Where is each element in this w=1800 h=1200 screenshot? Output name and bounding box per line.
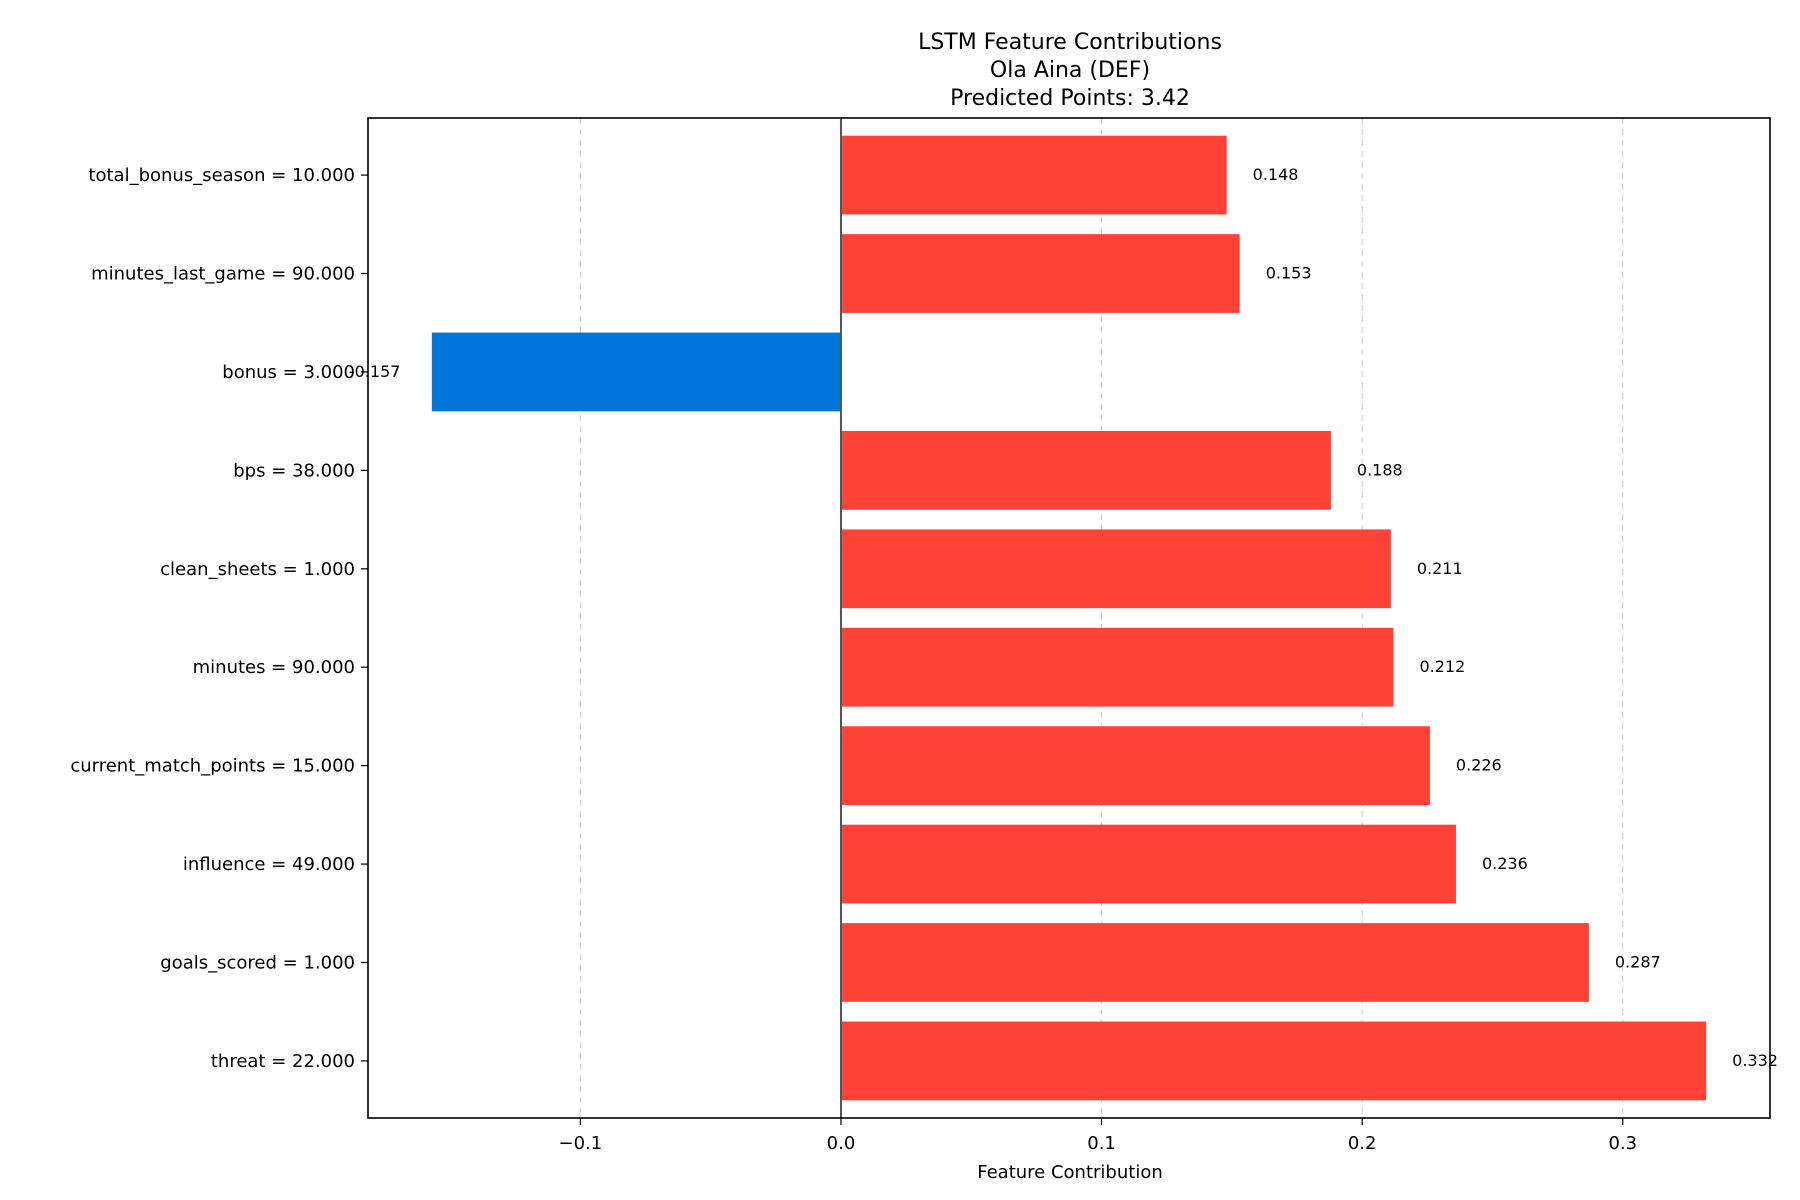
data-label: 0.148 — [1253, 165, 1299, 184]
category-label: bps = 38.000 — [233, 460, 355, 481]
data-label: 0.212 — [1419, 657, 1465, 676]
category-label: goals_scored = 1.000 — [160, 952, 355, 973]
data-label: 0.188 — [1357, 460, 1403, 479]
plot-frame — [367, 117, 1771, 1119]
chart-title: LSTM Feature Contributions Ola Aina (DEF… — [918, 30, 1222, 111]
data-label: 0.153 — [1266, 264, 1312, 283]
bar — [840, 1021, 1707, 1101]
x-tick-label: 0.0 — [827, 1133, 856, 1154]
data-labels: 0.148 0.153 -0.157 0.188 0.211 0.212 0.226 0.23… — [349, 165, 1778, 1070]
bar — [431, 332, 841, 412]
category-label: total_bonus_season = 10.000 — [88, 165, 355, 186]
data-label: 0.332 — [1732, 1051, 1778, 1070]
bar — [840, 430, 1331, 510]
bar — [840, 726, 1430, 806]
category-labels: total_bonus_season = 10.000 minutes_last_… — [70, 165, 368, 1072]
bars — [431, 135, 1707, 1101]
x-tick-label: −0.1 — [559, 1133, 603, 1154]
chart-title-line-3: Predicted Points: 3.42 — [950, 86, 1190, 111]
category-label: threat = 22.000 — [211, 1051, 355, 1072]
category-label: minutes = 90.000 — [193, 657, 355, 678]
chart-title-line-1: LSTM Feature Contributions — [918, 30, 1222, 55]
x-tick-label: 0.3 — [1608, 1133, 1637, 1154]
data-label: 0.287 — [1615, 952, 1661, 971]
chart-title-line-2: Ola Aina (DEF) — [990, 58, 1150, 83]
category-label: influence = 49.000 — [183, 854, 355, 875]
bar — [840, 627, 1394, 707]
category-label: minutes_last_game = 90.000 — [91, 264, 355, 285]
x-axis-ticks: −0.1 0.0 0.1 0.2 0.3 — [559, 1118, 1637, 1154]
bar — [840, 135, 1227, 215]
x-tick-label: 0.1 — [1087, 1133, 1116, 1154]
bar — [840, 234, 1240, 313]
data-label: 0.226 — [1456, 756, 1502, 775]
data-label: 0.211 — [1417, 559, 1463, 578]
data-label: 0.236 — [1482, 854, 1528, 873]
bar — [840, 824, 1456, 904]
category-label: bonus = 3.000 — [222, 362, 355, 383]
x-tick-label: 0.2 — [1348, 1133, 1377, 1154]
bar — [840, 923, 1589, 1002]
category-label: clean_sheets = 1.000 — [160, 559, 355, 580]
category-label: current_match_points = 15.000 — [70, 756, 355, 777]
bar — [840, 529, 1391, 609]
x-axis-label: Feature Contribution — [977, 1162, 1163, 1183]
data-label: -0.157 — [349, 362, 401, 381]
